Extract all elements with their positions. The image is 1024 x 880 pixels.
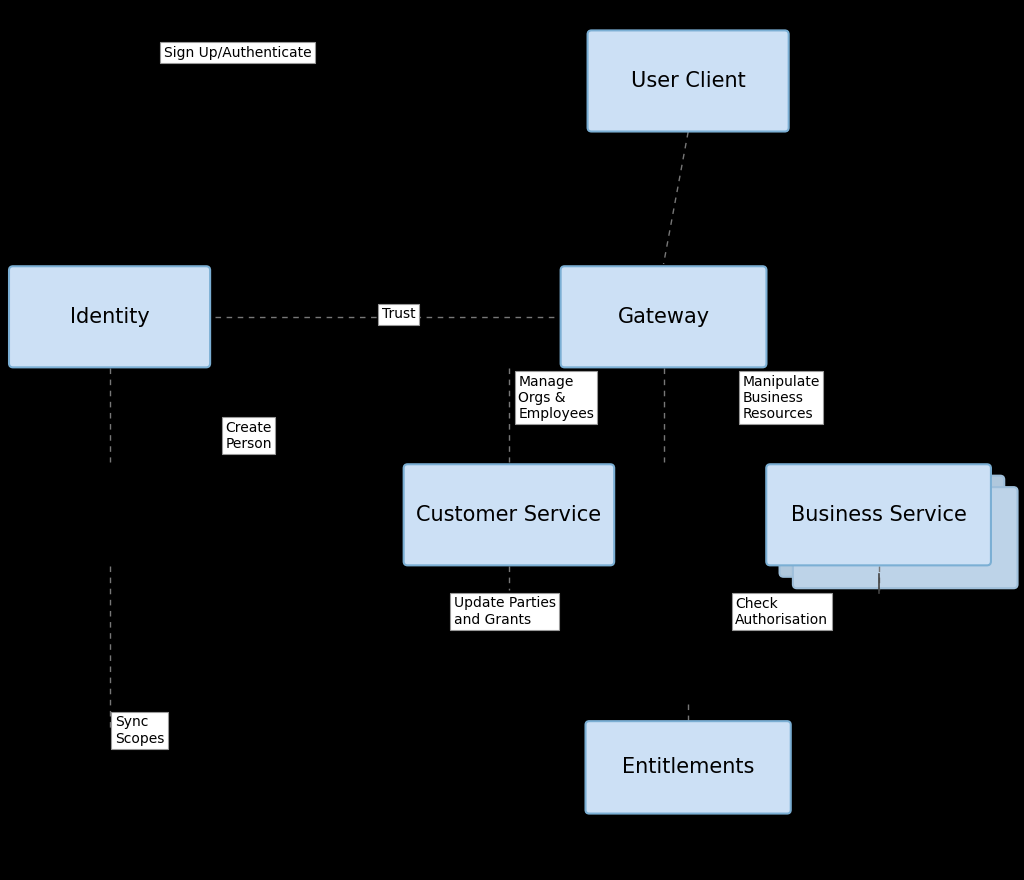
FancyBboxPatch shape <box>588 31 788 131</box>
Text: User Client: User Client <box>631 71 745 91</box>
Text: Entitlements: Entitlements <box>622 758 755 777</box>
FancyBboxPatch shape <box>9 267 210 367</box>
FancyBboxPatch shape <box>403 465 614 565</box>
Text: Create
Person: Create Person <box>225 421 271 451</box>
FancyBboxPatch shape <box>779 476 1005 576</box>
FancyBboxPatch shape <box>560 267 767 367</box>
Text: Sync
Scopes: Sync Scopes <box>115 715 164 745</box>
FancyBboxPatch shape <box>793 488 1018 588</box>
Text: Sign Up/Authenticate: Sign Up/Authenticate <box>164 46 311 60</box>
Text: Business Service: Business Service <box>791 505 967 524</box>
Text: Manage
Orgs &
Employees: Manage Orgs & Employees <box>518 375 594 421</box>
Text: Customer Service: Customer Service <box>417 505 601 524</box>
Text: Trust: Trust <box>382 307 416 321</box>
FancyBboxPatch shape <box>586 721 791 814</box>
Text: Manipulate
Business
Resources: Manipulate Business Resources <box>742 375 820 421</box>
FancyBboxPatch shape <box>766 465 991 565</box>
Text: Check
Authorisation: Check Authorisation <box>735 597 828 627</box>
Text: Gateway: Gateway <box>617 307 710 326</box>
Text: Update Parties
and Grants: Update Parties and Grants <box>454 597 556 627</box>
Text: Identity: Identity <box>70 307 150 326</box>
